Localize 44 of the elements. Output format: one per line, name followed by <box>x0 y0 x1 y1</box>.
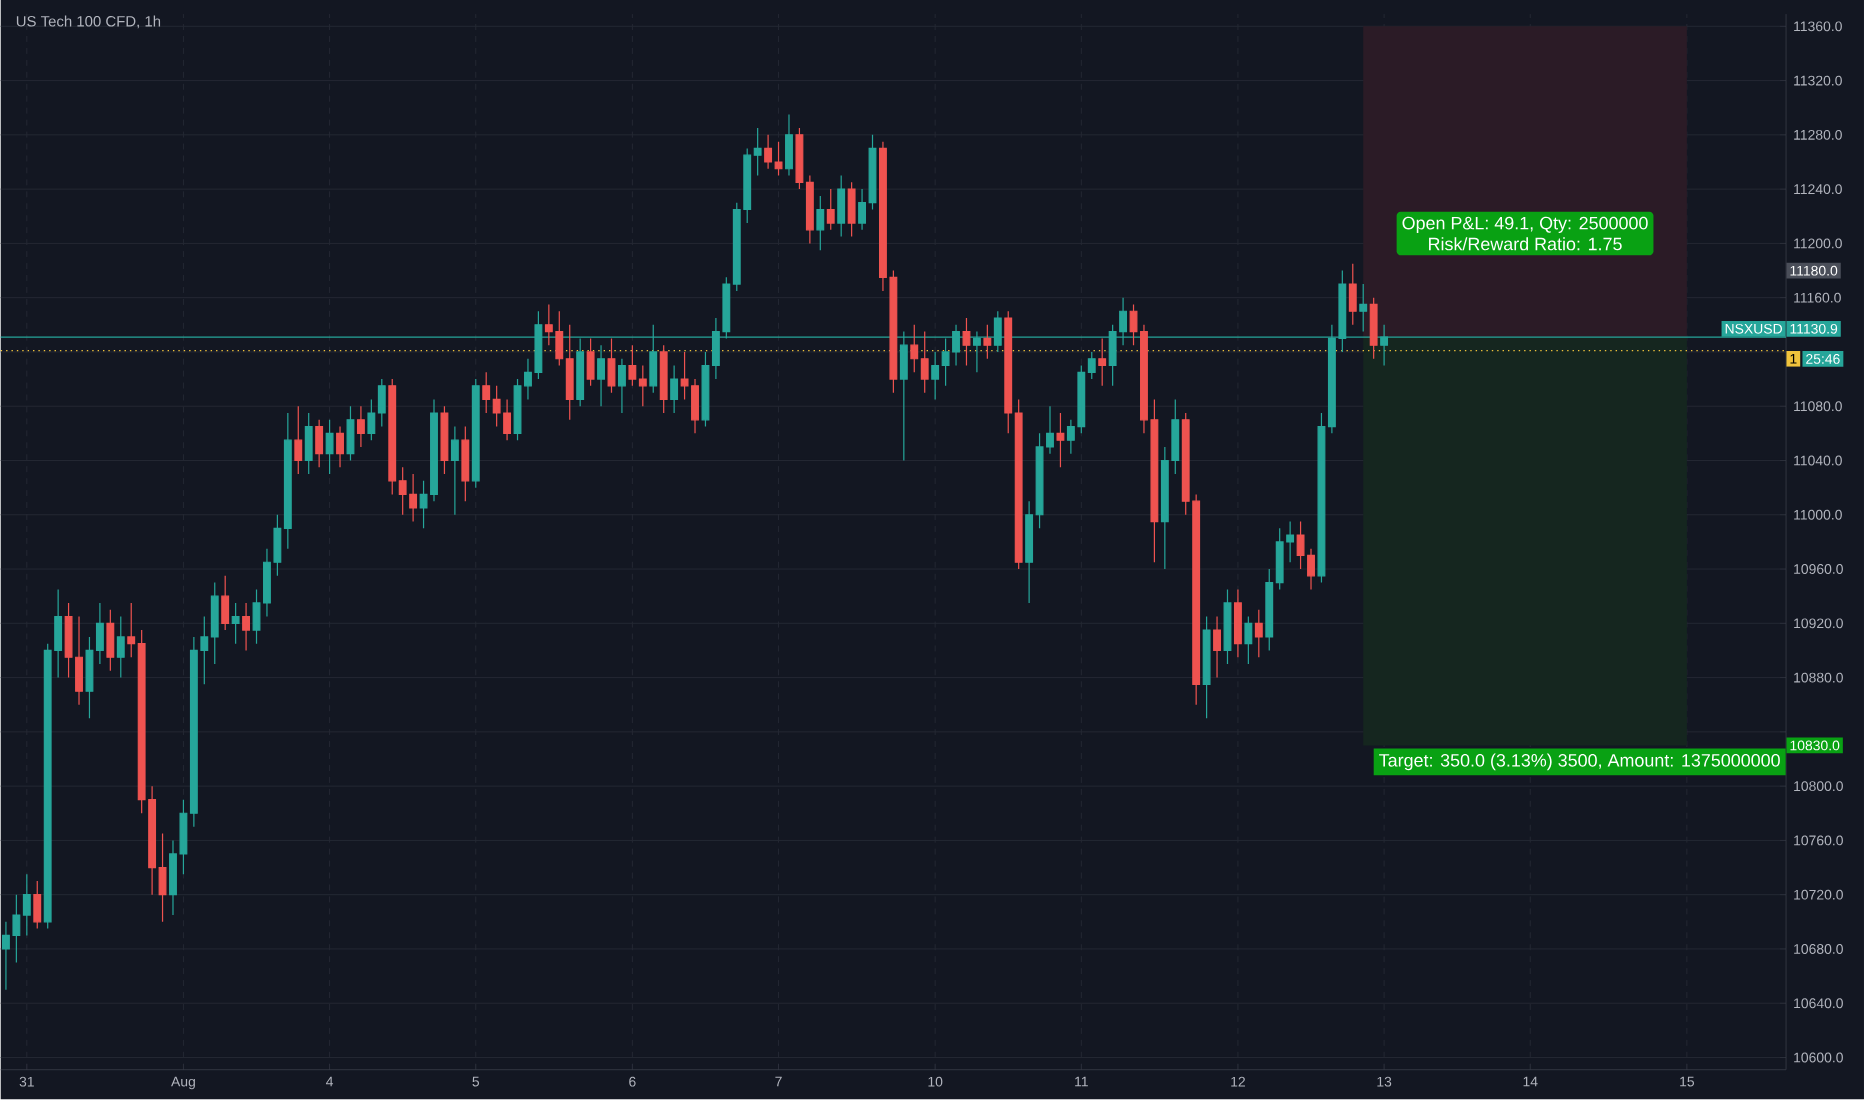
candlestick <box>231 602 240 645</box>
candlestick <box>847 181 856 238</box>
candlestick <box>1223 589 1232 665</box>
candlestick <box>1233 589 1242 659</box>
candlestick <box>461 426 470 503</box>
candlestick <box>336 426 344 469</box>
candlestick <box>1359 283 1368 333</box>
candlestick <box>315 419 324 469</box>
candlestick <box>962 317 971 367</box>
candlestick <box>294 405 303 475</box>
annotation: Target: 350.0 (3.13%) 3500, Amount: 1375000000 <box>1379 753 1780 771</box>
candlestick <box>816 195 825 251</box>
candlestick <box>586 338 595 387</box>
candlestick <box>1213 616 1221 679</box>
candlestick <box>1056 412 1065 469</box>
annotation: Open P&L: 49.1, Qty: 2500000 <box>1402 216 1648 234</box>
candlestick <box>1244 616 1253 665</box>
candlestick <box>440 405 449 475</box>
candlestick <box>785 114 793 177</box>
candlestick <box>1254 609 1263 659</box>
candlestick <box>983 324 992 360</box>
candlestick <box>450 426 459 516</box>
candlestick <box>659 344 668 414</box>
annotation: Risk/Reward Ratio: 1.75 <box>1429 237 1622 251</box>
candlestick <box>597 344 605 408</box>
candlestick <box>617 358 626 414</box>
candlestick <box>356 405 365 448</box>
candlestick <box>346 405 355 462</box>
candlestick <box>221 575 230 631</box>
candlestick <box>1348 263 1357 326</box>
candlestick <box>242 602 251 652</box>
candlestick <box>325 419 334 475</box>
candlestick <box>116 616 125 679</box>
candlestick <box>33 880 42 930</box>
candlestick <box>106 609 115 672</box>
candlestick <box>670 365 679 414</box>
candlestick <box>304 412 313 475</box>
candlestick <box>1369 297 1378 360</box>
candlestick <box>607 338 616 394</box>
candlestick <box>1202 616 1211 720</box>
candlestick <box>1098 338 1107 387</box>
candlestick <box>826 188 835 231</box>
candlestick <box>837 175 846 238</box>
candlestick <box>471 378 480 489</box>
